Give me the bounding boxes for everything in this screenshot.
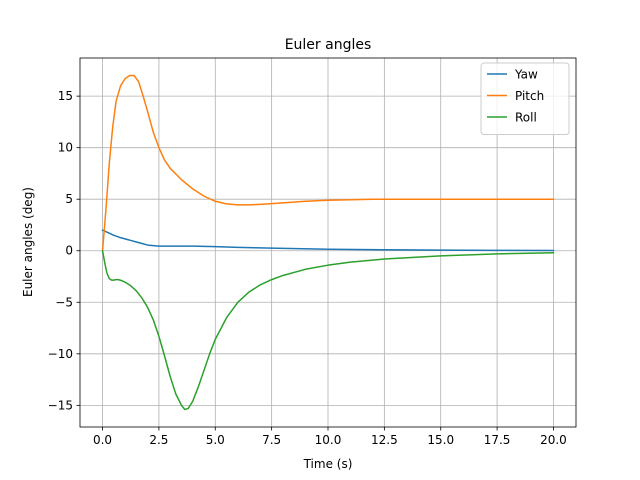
x-tick-label: 15.0	[427, 433, 454, 447]
x-tick-label: 10.0	[315, 433, 342, 447]
chart-title: Euler angles	[285, 37, 372, 53]
x-tick-label: 17.5	[484, 433, 511, 447]
pitch-series-line	[101, 74, 555, 252]
roll-series-line	[101, 249, 555, 411]
y-tick-label: 15	[58, 89, 73, 103]
axis-ticks: 0.0 2.5 5.0 7.5 10.0 12.5 15.0 17.5 20.0 −15 −10 −5…	[48, 89, 567, 447]
x-tick-label: 2.5	[149, 433, 168, 447]
legend-label-yaw: Yaw	[514, 68, 538, 82]
legend-label-roll: Roll	[515, 111, 537, 125]
x-tick-label: 7.5	[262, 433, 281, 447]
x-tick-label: 12.5	[371, 433, 398, 447]
x-tick-label: 5.0	[206, 433, 225, 447]
x-axis-label: Time (s)	[303, 457, 353, 471]
x-tick-label: 0.0	[93, 433, 112, 447]
y-tick-label: 10	[58, 141, 73, 155]
yaw-series-line	[101, 229, 555, 252]
y-tick-label: 0	[65, 244, 73, 258]
legend: Yaw Pitch Roll	[480, 62, 570, 135]
y-tick-label: −10	[48, 347, 73, 361]
y-axis-label: Euler angles (deg)	[21, 187, 35, 297]
series-lines	[101, 74, 555, 411]
y-tick-label: 5	[65, 192, 73, 206]
y-tick-label: −15	[48, 398, 73, 412]
x-tick-label: 20.0	[540, 433, 567, 447]
y-tick-label: −5	[55, 295, 73, 309]
legend-label-pitch: Pitch	[515, 89, 544, 103]
